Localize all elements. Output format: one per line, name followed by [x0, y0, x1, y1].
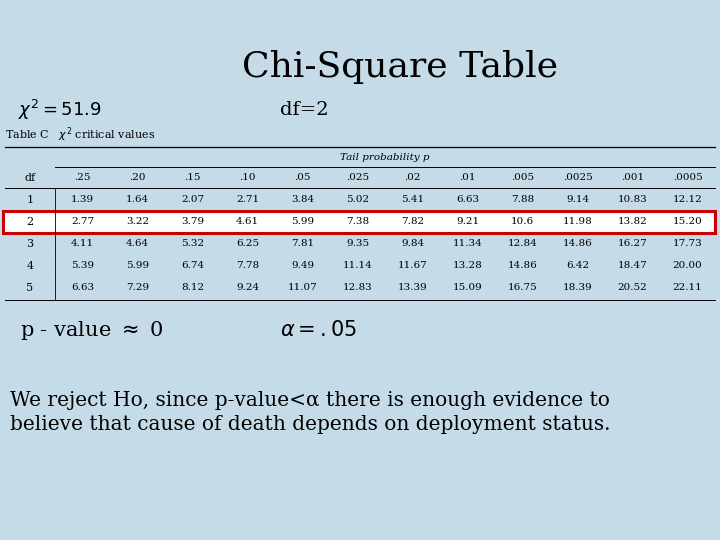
Text: df: df	[24, 173, 35, 183]
Text: 9.14: 9.14	[566, 195, 589, 205]
Text: .005: .005	[511, 173, 534, 183]
Text: 20.52: 20.52	[618, 284, 647, 293]
Text: 16.75: 16.75	[508, 284, 537, 293]
Text: Tail probability p: Tail probability p	[341, 152, 430, 161]
Text: p - value $\approx$ 0: p - value $\approx$ 0	[20, 319, 163, 341]
Text: 22.11: 22.11	[672, 284, 703, 293]
Text: 17.73: 17.73	[672, 240, 703, 248]
Text: 7.78: 7.78	[236, 261, 259, 271]
Text: Table C   $\chi^2$ critical values: Table C $\chi^2$ critical values	[5, 126, 156, 144]
Text: 1.64: 1.64	[126, 195, 149, 205]
Text: 3.22: 3.22	[126, 218, 149, 226]
Text: .10: .10	[239, 173, 256, 183]
Text: 2: 2	[27, 217, 34, 227]
Text: 3: 3	[27, 239, 34, 249]
Text: 11.34: 11.34	[453, 240, 482, 248]
Text: 9.21: 9.21	[456, 218, 479, 226]
Text: 12.83: 12.83	[343, 284, 372, 293]
FancyBboxPatch shape	[3, 211, 715, 233]
Text: 7.88: 7.88	[511, 195, 534, 205]
Text: 9.24: 9.24	[236, 284, 259, 293]
Text: .001: .001	[621, 173, 644, 183]
Text: 9.35: 9.35	[346, 240, 369, 248]
Text: 18.39: 18.39	[562, 284, 593, 293]
Text: 13.39: 13.39	[397, 284, 428, 293]
Text: .02: .02	[404, 173, 420, 183]
Text: 7.38: 7.38	[346, 218, 369, 226]
Text: 11.98: 11.98	[562, 218, 593, 226]
Text: 7.82: 7.82	[401, 218, 424, 226]
Text: .05: .05	[294, 173, 311, 183]
Text: 16.27: 16.27	[618, 240, 647, 248]
Text: .0025: .0025	[562, 173, 593, 183]
Text: $\chi^2 = 51.9$: $\chi^2 = 51.9$	[18, 98, 102, 122]
Text: 11.07: 11.07	[287, 284, 318, 293]
Text: .025: .025	[346, 173, 369, 183]
Text: 14.86: 14.86	[508, 261, 537, 271]
Text: 2.07: 2.07	[181, 195, 204, 205]
Text: 12.84: 12.84	[508, 240, 537, 248]
Text: 5.99: 5.99	[126, 261, 149, 271]
Text: 9.84: 9.84	[401, 240, 424, 248]
Text: 5: 5	[27, 283, 34, 293]
Text: Chi-Square Table: Chi-Square Table	[242, 50, 558, 84]
Text: 5.41: 5.41	[401, 195, 424, 205]
Text: 8.12: 8.12	[181, 284, 204, 293]
Text: 11.67: 11.67	[397, 261, 428, 271]
Text: .01: .01	[459, 173, 476, 183]
Text: We reject Ho, since p-value<α there is enough evidence to: We reject Ho, since p-value<α there is e…	[10, 390, 610, 409]
Text: .15: .15	[184, 173, 201, 183]
Text: 13.82: 13.82	[618, 218, 647, 226]
Text: 12.12: 12.12	[672, 195, 703, 205]
Text: .25: .25	[74, 173, 91, 183]
Text: 13.28: 13.28	[453, 261, 482, 271]
Text: .0005: .0005	[672, 173, 703, 183]
Text: 4.11: 4.11	[71, 240, 94, 248]
Text: 15.20: 15.20	[672, 218, 703, 226]
Text: 6.63: 6.63	[71, 284, 94, 293]
Text: 6.63: 6.63	[456, 195, 479, 205]
Text: $\alpha = .05$: $\alpha = .05$	[280, 320, 356, 340]
Text: 5.32: 5.32	[181, 240, 204, 248]
Text: 6.42: 6.42	[566, 261, 589, 271]
Text: 7.29: 7.29	[126, 284, 149, 293]
Text: 4.64: 4.64	[126, 240, 149, 248]
Text: 10.83: 10.83	[618, 195, 647, 205]
Text: 9.49: 9.49	[291, 261, 314, 271]
Text: 1.39: 1.39	[71, 195, 94, 205]
Text: 1: 1	[27, 195, 34, 205]
Text: 20.00: 20.00	[672, 261, 703, 271]
Text: 7.81: 7.81	[291, 240, 314, 248]
Text: 5.99: 5.99	[291, 218, 314, 226]
Text: .20: .20	[130, 173, 145, 183]
Text: 15.09: 15.09	[453, 284, 482, 293]
Text: 2.71: 2.71	[236, 195, 259, 205]
Text: 4: 4	[27, 261, 34, 271]
Text: 6.74: 6.74	[181, 261, 204, 271]
Text: believe that cause of death depends on deployment status.: believe that cause of death depends on d…	[10, 415, 611, 435]
Text: 18.47: 18.47	[618, 261, 647, 271]
Text: 4.61: 4.61	[236, 218, 259, 226]
Text: 3.79: 3.79	[181, 218, 204, 226]
Text: 5.39: 5.39	[71, 261, 94, 271]
Text: 2.77: 2.77	[71, 218, 94, 226]
Text: 14.86: 14.86	[562, 240, 593, 248]
Text: df=2: df=2	[280, 101, 328, 119]
Text: 10.6: 10.6	[511, 218, 534, 226]
Text: 3.84: 3.84	[291, 195, 314, 205]
Text: 5.02: 5.02	[346, 195, 369, 205]
Text: 6.25: 6.25	[236, 240, 259, 248]
Text: 11.14: 11.14	[343, 261, 372, 271]
